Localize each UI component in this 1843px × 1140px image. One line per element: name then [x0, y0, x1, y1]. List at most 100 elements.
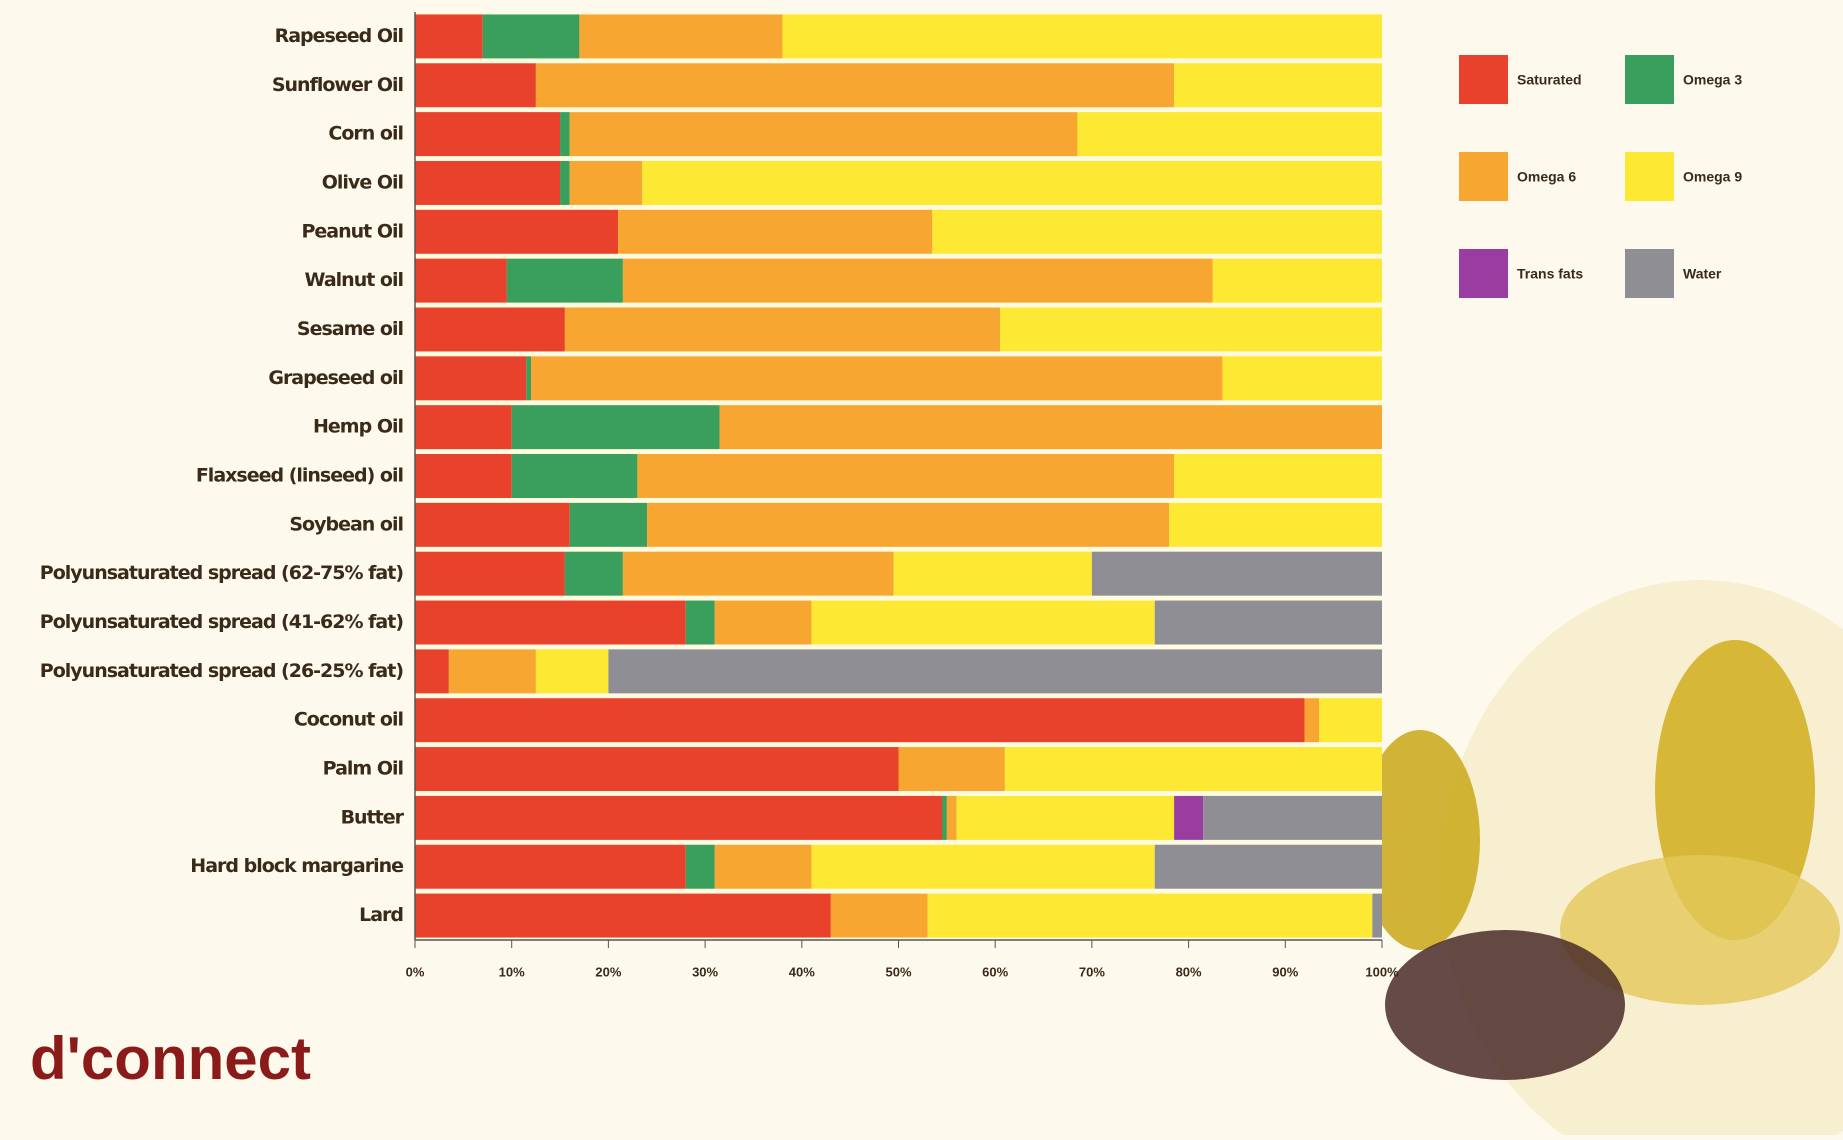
bar-segment — [622, 551, 894, 596]
legend-swatch — [1459, 152, 1508, 201]
x-tick-label: 90% — [1272, 964, 1298, 979]
category-label: Walnut oil — [305, 269, 403, 291]
bar-segment — [830, 893, 928, 938]
bar-segment — [415, 160, 561, 205]
bar-segment — [1000, 307, 1382, 352]
bar-segment — [1004, 747, 1382, 792]
x-tick-label: 50% — [885, 964, 911, 979]
legend-swatch — [1459, 249, 1508, 298]
category-label: Butter — [341, 806, 405, 828]
category-label: Coconut oil — [294, 709, 403, 731]
oil-bowl — [1560, 855, 1840, 1005]
bar-segment — [415, 747, 899, 792]
bar-segment — [1319, 698, 1382, 743]
bar-segment — [569, 502, 648, 547]
category-label: Palm Oil — [323, 758, 403, 780]
logo: d'connect — [30, 1025, 311, 1092]
bar-segment — [898, 747, 1005, 792]
olives — [1385, 930, 1625, 1080]
bar-segment — [811, 600, 1155, 645]
legend-swatch — [1625, 249, 1674, 298]
bar-segment — [1174, 454, 1382, 498]
category-label: Flaxseed (linseed) oil — [196, 465, 403, 487]
bar-segment — [1222, 356, 1382, 401]
bar-segment — [535, 63, 1175, 108]
bar-segment — [782, 14, 1382, 59]
legend-label: Omega 3 — [1683, 72, 1742, 88]
category-label: Grapeseed oil — [268, 367, 403, 389]
bar-segment — [506, 258, 623, 303]
x-tick-label: 0% — [406, 964, 425, 979]
x-tick-label: 100% — [1365, 964, 1399, 979]
bar-segment — [1077, 112, 1382, 157]
bar-segment — [560, 112, 570, 157]
bar-segment — [1174, 63, 1382, 108]
bar-segment — [637, 454, 1175, 498]
bar-segment — [647, 502, 1170, 547]
bar-segment — [511, 454, 638, 498]
bar-segment — [608, 649, 1382, 694]
bar-segment — [1091, 551, 1382, 596]
bar-segment — [564, 551, 623, 596]
legend-label: Water — [1683, 266, 1722, 282]
category-label: Rapeseed Oil — [275, 25, 403, 47]
x-tick-label: 40% — [789, 964, 815, 979]
category-label: Sunflower Oil — [272, 74, 403, 96]
bar-segment — [415, 502, 570, 547]
legend-label: Omega 6 — [1517, 169, 1576, 185]
bar-segment — [415, 551, 565, 596]
bar-segment — [1372, 893, 1382, 938]
bar-segment — [415, 112, 561, 157]
bar-segment — [1304, 698, 1320, 743]
category-label: Polyunsaturated spread (41-62% fat) — [40, 611, 404, 633]
bar-segment — [415, 307, 565, 352]
bar-segment — [642, 160, 1382, 205]
bar-segment — [569, 160, 643, 205]
x-tick-label: 70% — [1079, 964, 1105, 979]
x-tick-label: 10% — [499, 964, 525, 979]
bar-segment — [1154, 844, 1382, 889]
bar-segment — [482, 14, 580, 59]
bar-segment — [622, 258, 1213, 303]
bar-segment — [956, 795, 1175, 840]
bar-segment — [415, 795, 943, 840]
category-label: Soybean oil — [289, 513, 403, 535]
x-tick-label: 80% — [1176, 964, 1202, 979]
bar-segment — [714, 844, 812, 889]
category-label: Peanut Oil — [301, 220, 403, 242]
bar-segment — [415, 893, 831, 938]
bar-segment — [714, 600, 812, 645]
legend-swatch — [1625, 152, 1674, 201]
bar-segment — [560, 160, 570, 205]
bar-segment — [415, 63, 536, 108]
legend-label: Omega 9 — [1683, 169, 1742, 185]
bar-segment — [415, 844, 686, 889]
bar-segment — [893, 551, 1092, 596]
category-label: Polyunsaturated spread (26-25% fat) — [40, 660, 404, 682]
bar-segment — [415, 454, 512, 498]
bar-segment — [531, 356, 1223, 401]
legend-label: Saturated — [1517, 72, 1582, 88]
category-label: Sesame oil — [297, 318, 403, 340]
x-tick-label: 20% — [595, 964, 621, 979]
bar-segment — [448, 649, 536, 694]
bar-segment — [415, 356, 527, 401]
bar-segment — [569, 112, 1078, 157]
bar-segment — [685, 844, 715, 889]
bar-segment — [415, 600, 686, 645]
bar-segment — [415, 698, 1305, 743]
bar-segment — [719, 405, 1382, 450]
x-tick-label: 60% — [982, 964, 1008, 979]
bar-segment — [1203, 795, 1382, 840]
bar-segment — [415, 405, 512, 450]
bar-segment — [685, 600, 715, 645]
category-label: Polyunsaturated spread (62-75% fat) — [40, 562, 404, 584]
bar-segment — [535, 649, 609, 694]
bar-segment — [1154, 600, 1382, 645]
bar-segment — [415, 649, 449, 694]
bar-segment — [564, 307, 1001, 352]
bar-segment — [415, 14, 483, 59]
bar-segment — [526, 356, 532, 401]
bar-segment — [1169, 502, 1382, 547]
